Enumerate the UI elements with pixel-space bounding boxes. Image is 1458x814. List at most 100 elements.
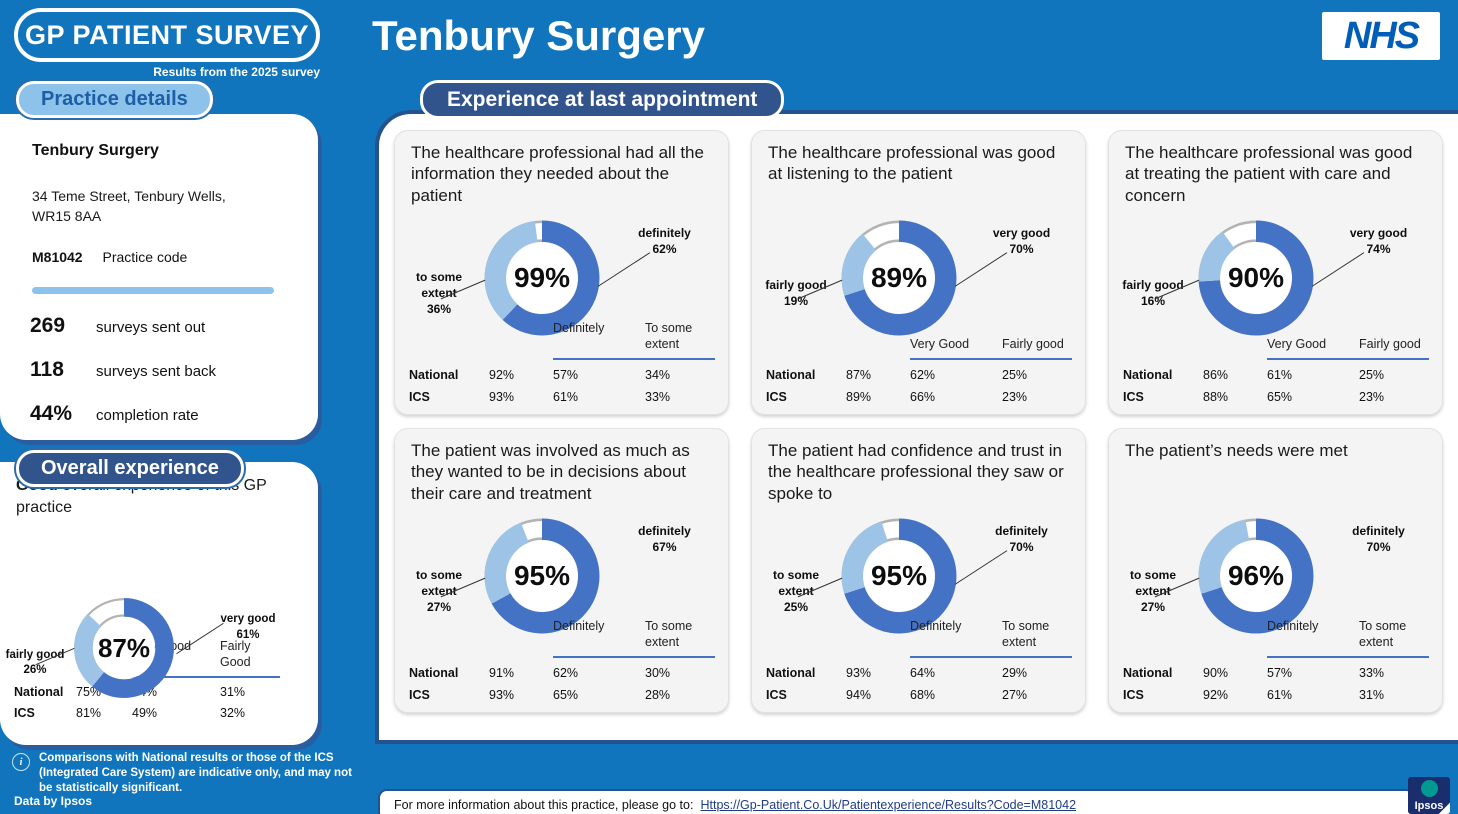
table-overall-value: 81% <box>76 705 102 720</box>
gp-patient-survey-logo: GP PATIENT SURVEY <box>14 8 320 62</box>
table-value: 33% <box>645 390 671 404</box>
question-title: The healthcare professional was good at … <box>768 143 1056 184</box>
comparison-table: Definitely To some extent National 93% 64% 29… <box>766 618 1073 702</box>
donut-row: to some extent 25% 95% definitely 70% <box>752 501 1085 651</box>
table-divider <box>132 675 280 678</box>
table-row-label: National <box>1123 368 1173 382</box>
callout-label: definitely <box>995 524 1048 538</box>
table-value: 28% <box>645 688 671 702</box>
overall-experience-panel: Good overall experience of this GP pract… <box>0 462 318 745</box>
table-row-label: ICS <box>1123 390 1144 404</box>
callout-label: very good <box>1349 226 1408 240</box>
table-divider <box>1267 358 1429 360</box>
stat-value: 44% <box>30 401 73 425</box>
stat-value: 118 <box>30 357 64 381</box>
table-divider <box>553 358 715 360</box>
table-col-header: Fairly good <box>1359 336 1421 351</box>
donut-callout-secondary: to some extent 25% <box>758 567 834 616</box>
table-value: 31% <box>1359 688 1385 702</box>
donut-callout-secondary: to some extent 27% <box>401 567 477 616</box>
table-row-label: National <box>766 368 816 382</box>
table-value: 49% <box>132 705 158 720</box>
table-row-label: National <box>1123 666 1173 680</box>
callout-value: 36% <box>426 302 452 317</box>
donut-percent: 96% <box>1227 560 1285 591</box>
section-header: Experience at last appointment <box>420 80 785 119</box>
callout-label: fairly good <box>5 648 65 661</box>
donut-callout-primary: very good 61% <box>221 612 276 643</box>
table-row-label: ICS <box>766 688 787 702</box>
callout-value: 16% <box>1140 294 1166 308</box>
comparison-table: Very Good Fairly good National 87% 62% 25% ICS… <box>766 336 1073 404</box>
donut-callout-primary: very good 74% <box>1350 225 1407 257</box>
callout-label: fairly good <box>765 277 827 292</box>
table-value: 66% <box>910 390 936 404</box>
donut-callout-secondary: fairly good 16% <box>1115 277 1191 309</box>
donut-chart: 95% <box>838 515 960 637</box>
table-col-header: To some extent <box>1002 618 1050 649</box>
callout-label: definitely <box>1352 524 1405 538</box>
practice-code: M81042 <box>32 248 83 265</box>
footer-link[interactable]: Https://Gp-Patient.Co.Uk/Patientexperien… <box>700 798 1077 812</box>
donut-svg <box>841 220 957 336</box>
table-overall-value: 86% <box>1203 368 1229 382</box>
footnote: i Comparisons with National results or t… <box>12 751 364 796</box>
donut-callout-primary: definitely 70% <box>995 523 1048 555</box>
table-overall-value: 94% <box>846 688 872 702</box>
donut-callout-secondary: to some extent 36% <box>401 269 477 318</box>
table-value: 65% <box>553 688 579 702</box>
table-value: 64% <box>910 666 936 680</box>
donut-svg <box>1198 220 1314 336</box>
table-value: 65% <box>1267 390 1293 404</box>
callout-label: definitely <box>638 226 691 240</box>
table-value: 57% <box>1267 666 1293 680</box>
table-row-label: ICS <box>766 390 787 404</box>
callout-line-right <box>176 623 224 655</box>
donut-chart: 89% <box>838 217 960 339</box>
table-col-header: Very Good <box>910 336 970 351</box>
donut-row: to some extent 27% 96% definitely 70% <box>1109 501 1442 651</box>
table-value: 31% <box>220 684 246 699</box>
table-value: 25% <box>1002 368 1028 382</box>
table-divider <box>553 656 715 658</box>
callout-label: to some extent <box>1129 567 1176 598</box>
donut-svg <box>484 518 600 634</box>
callout-label: very good <box>220 613 276 626</box>
table-value: 27% <box>1002 688 1028 702</box>
callout-value: 25% <box>783 600 809 615</box>
comparison-table: Definitely To some extent National 92% 57% 34… <box>409 320 716 404</box>
table-value: 57% <box>553 368 579 382</box>
practice-name: Tenbury Surgery <box>32 142 159 159</box>
callout-value: 67% <box>652 540 677 555</box>
divider <box>32 286 274 294</box>
info-icon: i <box>12 753 30 771</box>
table-overall-value: 93% <box>489 390 515 404</box>
footer-bar: For more information about this practice… <box>378 789 1415 814</box>
table-row-label: National <box>766 666 816 680</box>
stat-label: completion rate <box>96 406 199 424</box>
donut-row: fairly good 16% 90% very good 74% <box>1109 203 1442 353</box>
table-row-label: ICS <box>409 688 430 702</box>
question-title: The patient’s needs were met <box>1125 441 1348 460</box>
table-overall-value: 93% <box>489 688 515 702</box>
table-value: 25% <box>1359 368 1385 382</box>
cards-grid: The healthcare professional had all the … <box>394 130 1443 713</box>
survey-question-card: The healthcare professional was good at … <box>751 130 1086 415</box>
donut-percent: 95% <box>870 560 928 591</box>
callout-label: to some extent <box>772 567 819 598</box>
table-overall-value: 92% <box>489 368 515 382</box>
table-divider <box>1267 656 1429 658</box>
table-overall-value: 92% <box>1203 688 1229 702</box>
callout-value: 62% <box>652 242 677 257</box>
table-col-header: Fairly Good <box>220 639 251 670</box>
survey-question-card: The healthcare professional had all the … <box>394 130 729 415</box>
callout-value: 19% <box>783 294 809 308</box>
table-row-label: ICS <box>409 390 430 404</box>
donut-callout-secondary: to some extent 27% <box>1115 567 1191 616</box>
table-value: 30% <box>645 666 671 680</box>
survey-note: Results from the 2025 survey <box>153 65 320 79</box>
table-value: 32% <box>220 705 246 720</box>
donut-percent: 99% <box>513 262 571 293</box>
table-col-header: To some extent <box>645 618 693 649</box>
